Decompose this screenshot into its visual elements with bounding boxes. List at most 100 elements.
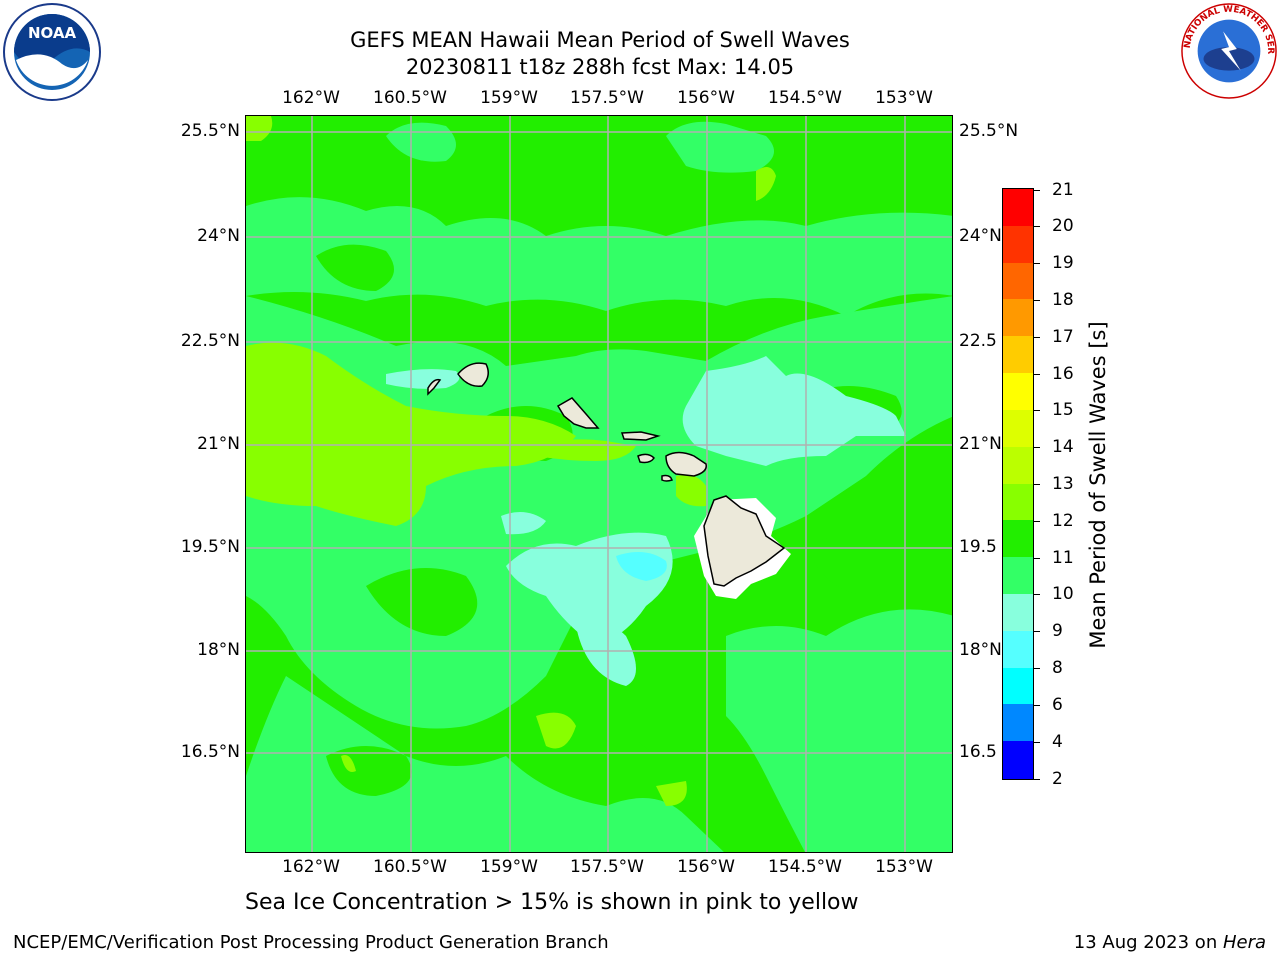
contour-8-9 bbox=[616, 552, 667, 581]
colorbar-tick-label: 9 bbox=[1052, 621, 1063, 642]
lon-label-bottom: 153°W bbox=[875, 857, 933, 877]
lat-label-right: 16.5 bbox=[959, 742, 997, 762]
colorbar-tick-mark bbox=[1034, 631, 1040, 633]
colorbar-tick-mark bbox=[1034, 373, 1040, 375]
colorbar-tick-label: 16 bbox=[1052, 363, 1074, 384]
lon-label-top: 159°W bbox=[480, 88, 538, 108]
lat-label-left: 16.5°N bbox=[180, 742, 240, 762]
colorbar-segment bbox=[1003, 557, 1033, 595]
colorbar-segment bbox=[1003, 741, 1033, 779]
noaa-logo: NOAA bbox=[3, 3, 101, 101]
colorbar-tick-label: 13 bbox=[1052, 474, 1074, 494]
colorbar-segment bbox=[1003, 483, 1033, 521]
colorbar-segment bbox=[1003, 667, 1033, 705]
lon-label-bottom: 154.5°W bbox=[768, 857, 842, 877]
island-kahoolawe bbox=[661, 474, 673, 482]
colorbar-tick-mark bbox=[1034, 778, 1040, 780]
colorbar-tick-label: 20 bbox=[1052, 216, 1074, 237]
lon-label-bottom: 162°W bbox=[282, 857, 340, 877]
colorbar-segment bbox=[1003, 299, 1033, 337]
colorbar-tick-label: 18 bbox=[1052, 289, 1074, 310]
lon-label-bottom: 159°W bbox=[480, 857, 538, 877]
colorbar-segment bbox=[1003, 189, 1033, 227]
chart-title: GEFS MEAN Hawaii Mean Period of Swell Wa… bbox=[350, 28, 850, 52]
colorbar-segment bbox=[1003, 704, 1033, 742]
lat-label-left: 25.5°N bbox=[180, 121, 240, 141]
island-molokai bbox=[620, 431, 661, 441]
lon-label-top: 154.5°W bbox=[768, 88, 842, 108]
nws-logo: NATIONAL WEATHER SERVICE bbox=[1180, 2, 1277, 99]
lat-label-right: 18°N bbox=[959, 640, 1002, 660]
colorbar-tick-label: 17 bbox=[1052, 326, 1074, 347]
footer-date-text: 13 Aug 2023 on bbox=[1073, 932, 1223, 953]
colorbar-segment bbox=[1003, 409, 1033, 448]
lon-label-top: 156°W bbox=[677, 88, 735, 108]
colorbar-tick-label: 2 bbox=[1052, 768, 1063, 789]
colorbar-tick-mark bbox=[1034, 741, 1040, 743]
colorbar bbox=[1002, 188, 1034, 780]
map-canvas bbox=[246, 116, 952, 852]
colorbar-tick-mark bbox=[1034, 263, 1040, 265]
lat-label-left: 22.5°N bbox=[180, 331, 240, 351]
colorbar-tick-label: 4 bbox=[1052, 731, 1063, 752]
colorbar-tick-label: 11 bbox=[1052, 547, 1074, 568]
lat-label-right: 25.5°N bbox=[959, 121, 1019, 141]
lon-label-bottom: 160.5°W bbox=[373, 857, 447, 877]
island-maui bbox=[665, 451, 707, 477]
colorbar-tick-mark bbox=[1034, 226, 1040, 228]
colorbar-segment bbox=[1003, 262, 1033, 300]
colorbar-segment bbox=[1003, 373, 1033, 411]
colorbar-tick-label: 21 bbox=[1052, 179, 1074, 200]
lat-label-right: 24°N bbox=[959, 226, 1002, 246]
colorbar-tick-label: 10 bbox=[1052, 584, 1074, 605]
svg-text:NOAA: NOAA bbox=[28, 24, 77, 42]
colorbar-tick-mark bbox=[1034, 410, 1040, 412]
colorbar-tick-mark bbox=[1034, 299, 1040, 301]
lat-label-left: 24°N bbox=[197, 226, 240, 246]
colorbar-segment bbox=[1003, 630, 1033, 669]
lon-label-top: 162°W bbox=[282, 88, 340, 108]
colorbar-tick-label: 19 bbox=[1052, 253, 1074, 274]
colorbar-title: Mean Period of Swell Waves [s] bbox=[1086, 321, 1110, 649]
lon-label-bottom: 157.5°W bbox=[570, 857, 644, 877]
footer-credit: NCEP/EMC/Verification Post Processing Pr… bbox=[13, 932, 609, 953]
chart-subtitle: 20230811 t18z 288h fcst Max: 14.05 bbox=[405, 55, 795, 79]
island-niihau bbox=[427, 378, 442, 396]
lat-label-right: 21°N bbox=[959, 434, 1002, 454]
island-outlines bbox=[427, 362, 786, 587]
colorbar-tick-label: 8 bbox=[1052, 658, 1063, 679]
lon-label-top: 153°W bbox=[875, 88, 933, 108]
colorbar-tick-label: 6 bbox=[1052, 694, 1063, 715]
lon-label-top: 160.5°W bbox=[373, 88, 447, 108]
swell-period-map bbox=[245, 115, 953, 853]
lat-label-left: 18°N bbox=[197, 640, 240, 660]
colorbar-segment bbox=[1003, 336, 1033, 374]
graticule bbox=[246, 116, 952, 852]
colorbar-tick-label: 12 bbox=[1052, 510, 1074, 531]
colorbar-tick-mark bbox=[1034, 704, 1040, 706]
footer-date: 13 Aug 2023 on Hera bbox=[1074, 932, 1266, 953]
colorbar-tick-mark bbox=[1034, 189, 1040, 191]
colorbar-tick-mark bbox=[1034, 668, 1040, 670]
colorbar-tick-mark bbox=[1034, 336, 1040, 338]
lat-label-right: 19.5 bbox=[959, 537, 997, 557]
colorbar-tick-mark bbox=[1034, 557, 1040, 559]
colorbar-segment bbox=[1003, 225, 1033, 264]
lat-label-left: 19.5°N bbox=[180, 537, 240, 557]
lat-label-right: 22.5 bbox=[959, 331, 997, 351]
colorbar-tick-mark bbox=[1034, 594, 1040, 596]
colorbar-tick-label: 15 bbox=[1052, 400, 1074, 421]
colorbar-segment bbox=[1003, 446, 1033, 484]
lon-label-top: 157.5°W bbox=[570, 88, 644, 108]
lon-label-bottom: 156°W bbox=[677, 857, 735, 877]
lat-label-left: 21°N bbox=[197, 434, 240, 454]
island-kauai bbox=[457, 362, 489, 387]
colorbar-tick-label: 14 bbox=[1052, 437, 1074, 458]
island-oahu bbox=[556, 397, 600, 429]
colorbar-segment bbox=[1003, 593, 1033, 632]
sea-ice-caption: Sea Ice Concentration > 15% is shown in … bbox=[245, 890, 859, 915]
colorbar-segment bbox=[1003, 520, 1033, 558]
colorbar-tick-mark bbox=[1034, 520, 1040, 522]
colorbar-tick-mark bbox=[1034, 447, 1040, 449]
footer-host: Hera bbox=[1222, 932, 1266, 953]
